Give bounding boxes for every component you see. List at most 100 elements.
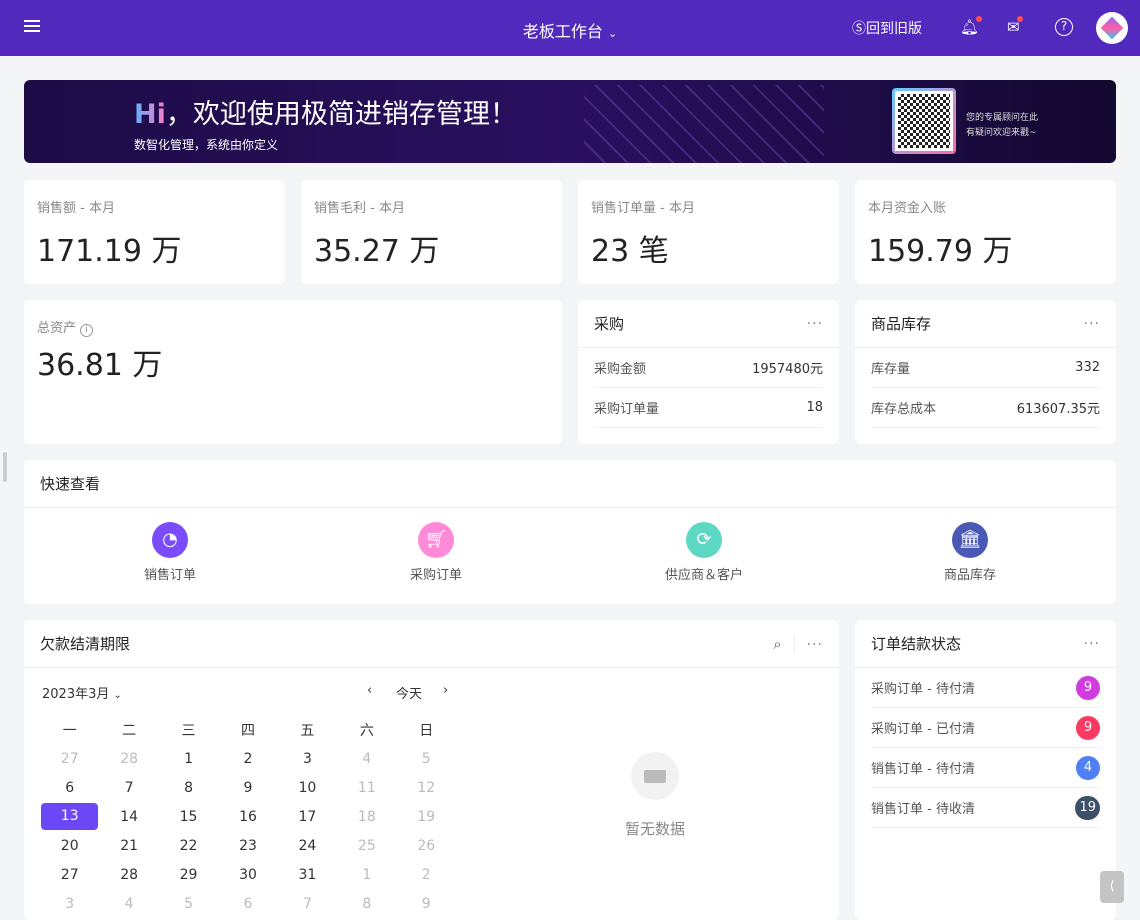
calendar-day[interactable]: 2 [421,866,431,883]
calendar-day[interactable]: 11 [357,779,376,796]
weekday-header: 二 [122,722,137,739]
debt-deadline-card: 欠款结清期限 ⌕ ··· 2023年3月 ⌄ ‹ 今天 › 一二三四五六日 27 28 1… [24,620,839,920]
card-title: 采购 [594,315,625,333]
stat-card-profit: 销售毛利 - 本月 35.27 万 [301,180,562,284]
stat-card-income: 本月资金入账 159.79 万 [855,180,1116,284]
calendar-day[interactable]: 28 [120,866,139,883]
calendar-day[interactable]: 26 [417,837,436,854]
calendar-day[interactable]: 1 [362,866,372,883]
more-icon[interactable]: ··· [1083,635,1100,652]
calendar-day[interactable]: 17 [298,808,317,825]
calendar-day[interactable]: 15 [179,808,198,825]
stat-label: 销售毛利 - 本月 [314,201,405,216]
month-picker[interactable]: 2023年3月 ⌄ [42,687,122,702]
order-status-row[interactable]: 销售订单 - 待收清 19 [871,788,1100,828]
bell-icon[interactable]: 🔔︎ [960,16,983,36]
stat-value: 35.27 万 [314,234,440,269]
calendar-day[interactable]: 7 [124,779,134,796]
inbox-icon[interactable]: ✉ [1007,16,1023,36]
calendar-day[interactable]: 28 [120,750,139,767]
calendar-day[interactable]: 30 [239,866,257,883]
calendar-day[interactable]: 4 [362,750,372,767]
prev-month-button[interactable]: ‹ [367,683,373,698]
calendar-day[interactable]: 5 [184,895,194,912]
top-bar: 老板工作台 ⌄ Ⓢ回到旧版 🔔︎ ✉ ? [0,0,1140,56]
old-version-button[interactable]: Ⓢ回到旧版 [852,18,922,38]
calendar-day[interactable]: 4 [124,895,134,912]
calendar-day[interactable]: 18 [357,808,376,825]
search-icon[interactable]: ⌕ [773,634,782,653]
help-icon[interactable]: ? [1055,18,1073,36]
weekday-header: 四 [240,722,255,739]
quick-purchase-orders[interactable]: 🛒︎ 采购订单 [366,522,506,583]
calendar-day[interactable]: 16 [239,808,257,825]
calendar-day[interactable]: 27 [60,750,79,767]
calendar-day[interactable]: 29 [179,866,198,883]
chevron-down-icon: ⌄ [113,690,122,701]
dollar-circle-icon: Ⓢ [852,21,866,37]
calendar-day[interactable]: 9 [243,779,253,796]
calendar-day[interactable]: 24 [298,837,317,854]
quick-sales-orders[interactable]: ◔ 销售订单 [100,522,240,583]
today-button[interactable]: 今天 [396,687,423,702]
calendar-day[interactable]: 13 [40,803,99,830]
qr-caption: 您的专属顾问在此 [966,113,1039,123]
calendar-day[interactable]: 14 [120,808,139,825]
more-icon[interactable]: ··· [1083,315,1100,332]
refresh-icon: ⟳ [686,522,722,558]
side-scroll-handle[interactable] [3,452,7,482]
next-month-button[interactable]: › [443,683,449,698]
calendar-day[interactable]: 9 [421,895,431,912]
calendar-day[interactable]: 10 [298,779,317,796]
calendar-day[interactable]: 23 [239,837,257,854]
stat-label: 本月资金入账 [868,201,947,216]
card-title: 订单结款状态 [871,635,962,653]
more-icon[interactable]: ··· [806,315,823,332]
quick-stock[interactable]: 🏛︎ 商品库存 [900,522,1040,583]
cart-icon: 🛒︎ [418,522,454,558]
count-badge: 9 [1076,675,1100,700]
calendar-day[interactable]: 22 [179,837,198,854]
stock-card: 商品库存 ··· 库存量 332 库存总成本 613607.35元 [855,300,1116,444]
pie-chart-icon: ◔ [152,522,188,558]
calendar-day[interactable]: 7 [302,895,312,912]
notification-dot [976,16,983,22]
avatar[interactable] [1096,12,1128,44]
quick-suppliers-customers[interactable]: ⟳ 供应商＆客户 [634,522,774,583]
collapse-handle[interactable]: ⟨ [1100,871,1124,903]
notification-dot [1016,16,1023,22]
info-icon[interactable]: i [80,324,94,337]
order-status-row[interactable]: 采购订单 - 已付清 9 [871,708,1100,748]
workspace-title: 老板工作台 [522,22,603,41]
order-status-row[interactable]: 销售订单 - 待付清 4 [871,748,1100,788]
calendar-day[interactable]: 27 [60,866,79,883]
calendar-day[interactable]: 6 [243,895,253,912]
calendar-day[interactable]: 3 [65,895,75,912]
calendar-day[interactable]: 6 [65,779,75,796]
calendar-day[interactable]: 21 [120,837,139,854]
menu-icon[interactable] [24,20,40,32]
banner-headline: Hi，欢迎使用极简进销存管理！ [134,99,517,130]
weekday-header: 五 [300,722,315,739]
calendar-day[interactable]: 1 [184,750,194,767]
calendar-day[interactable]: 25 [357,837,376,854]
calendar-day[interactable]: 5 [421,750,431,767]
calendar-day[interactable]: 20 [60,837,79,854]
order-status-row[interactable]: 采购订单 - 待付清 9 [871,668,1100,708]
weekday-header: 日 [419,722,434,739]
calendar-day[interactable]: 31 [298,866,317,883]
stat-value: 171.19 万 [37,234,182,269]
stat-label: 总资产 i [37,317,94,337]
calendar-day[interactable]: 3 [302,750,312,767]
workspace-switcher[interactable]: 老板工作台 ⌄ [0,18,1140,42]
kv-row: 采购金额 1957480元 [594,348,823,388]
calendar-day[interactable]: 8 [362,895,372,912]
stat-value: 159.79 万 [868,234,1013,269]
calendar-day[interactable]: 8 [184,779,194,796]
calendar-day[interactable]: 19 [417,808,436,825]
calendar-day[interactable]: 2 [243,750,253,767]
calendar-day[interactable]: 12 [417,779,436,796]
more-icon[interactable]: ··· [806,636,823,653]
stat-label: 销售订单量 - 本月 [591,201,695,216]
order-status-card: 订单结款状态 ··· 采购订单 - 待付清 9 采购订单 - 已付清 9 销售订单 - 待… [855,620,1116,920]
